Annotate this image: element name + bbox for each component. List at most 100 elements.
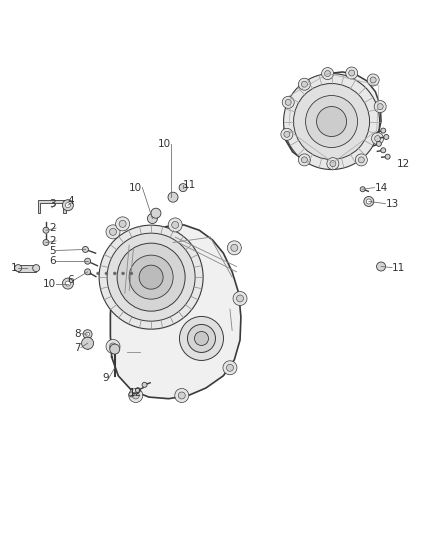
Circle shape (370, 77, 376, 83)
Text: 4: 4 (67, 197, 74, 206)
Circle shape (293, 84, 370, 159)
Circle shape (97, 272, 99, 275)
Circle shape (381, 128, 386, 133)
Circle shape (110, 343, 117, 350)
Circle shape (43, 239, 49, 246)
Text: 6: 6 (67, 276, 74, 285)
Circle shape (172, 221, 179, 229)
Polygon shape (38, 200, 66, 213)
Circle shape (107, 233, 195, 321)
Circle shape (106, 225, 120, 239)
Circle shape (366, 199, 371, 204)
Text: 11: 11 (392, 263, 405, 272)
Circle shape (237, 295, 244, 302)
Circle shape (113, 272, 116, 275)
Circle shape (142, 382, 147, 387)
Circle shape (179, 183, 187, 192)
Circle shape (374, 101, 386, 112)
Text: 10: 10 (129, 183, 142, 192)
Circle shape (187, 325, 215, 352)
Circle shape (178, 392, 185, 399)
Circle shape (301, 157, 307, 163)
Circle shape (116, 217, 130, 231)
Circle shape (301, 81, 307, 87)
Circle shape (233, 292, 247, 305)
Circle shape (129, 389, 143, 402)
Circle shape (33, 264, 40, 272)
Polygon shape (284, 72, 381, 164)
Text: 7: 7 (74, 343, 81, 352)
Circle shape (82, 246, 88, 253)
Circle shape (129, 392, 134, 397)
Circle shape (194, 332, 208, 345)
Circle shape (168, 192, 178, 202)
Circle shape (358, 157, 364, 163)
Circle shape (180, 317, 223, 360)
Circle shape (285, 99, 291, 106)
Circle shape (325, 70, 331, 77)
Circle shape (284, 131, 290, 138)
Circle shape (282, 96, 294, 108)
Circle shape (306, 95, 357, 148)
Circle shape (317, 107, 346, 136)
Circle shape (151, 208, 161, 218)
Circle shape (381, 148, 386, 153)
Circle shape (129, 255, 173, 299)
Circle shape (85, 258, 91, 264)
Circle shape (139, 265, 163, 289)
Text: 12: 12 (397, 159, 410, 169)
Circle shape (298, 78, 311, 90)
Text: 2: 2 (49, 223, 56, 233)
Text: 10: 10 (158, 139, 171, 149)
Text: 14: 14 (374, 183, 388, 192)
Circle shape (85, 332, 90, 336)
Text: 8: 8 (74, 329, 81, 338)
Text: 10: 10 (43, 279, 56, 288)
Circle shape (374, 135, 381, 142)
Circle shape (385, 154, 390, 159)
Circle shape (327, 158, 339, 169)
Circle shape (231, 244, 238, 252)
Circle shape (346, 67, 358, 79)
Circle shape (14, 264, 21, 272)
Circle shape (110, 344, 120, 354)
Circle shape (132, 392, 139, 399)
Circle shape (122, 272, 124, 275)
Circle shape (62, 278, 74, 289)
Circle shape (135, 387, 141, 393)
Circle shape (62, 200, 74, 211)
Circle shape (65, 281, 71, 286)
Circle shape (43, 227, 49, 233)
Circle shape (283, 74, 380, 169)
Circle shape (148, 214, 157, 223)
Circle shape (119, 220, 126, 228)
Circle shape (377, 262, 385, 271)
Circle shape (88, 272, 91, 275)
Circle shape (330, 160, 336, 167)
Circle shape (99, 225, 203, 329)
Circle shape (85, 269, 91, 275)
Circle shape (371, 133, 384, 144)
Circle shape (384, 134, 389, 140)
Polygon shape (110, 225, 241, 399)
Circle shape (364, 197, 374, 206)
Circle shape (110, 228, 117, 236)
Circle shape (117, 243, 185, 311)
Text: 5: 5 (49, 246, 56, 255)
Circle shape (321, 68, 334, 79)
Text: 6: 6 (49, 256, 56, 266)
Circle shape (360, 187, 365, 192)
Circle shape (65, 203, 71, 208)
Text: 1: 1 (11, 263, 18, 273)
Circle shape (83, 330, 92, 338)
Polygon shape (18, 264, 36, 272)
Text: 13: 13 (385, 199, 399, 208)
Circle shape (281, 128, 293, 140)
Circle shape (227, 241, 241, 255)
Circle shape (226, 364, 233, 372)
Circle shape (168, 218, 182, 232)
Circle shape (367, 74, 379, 86)
Circle shape (298, 154, 311, 166)
Circle shape (81, 337, 94, 349)
Circle shape (349, 70, 355, 76)
